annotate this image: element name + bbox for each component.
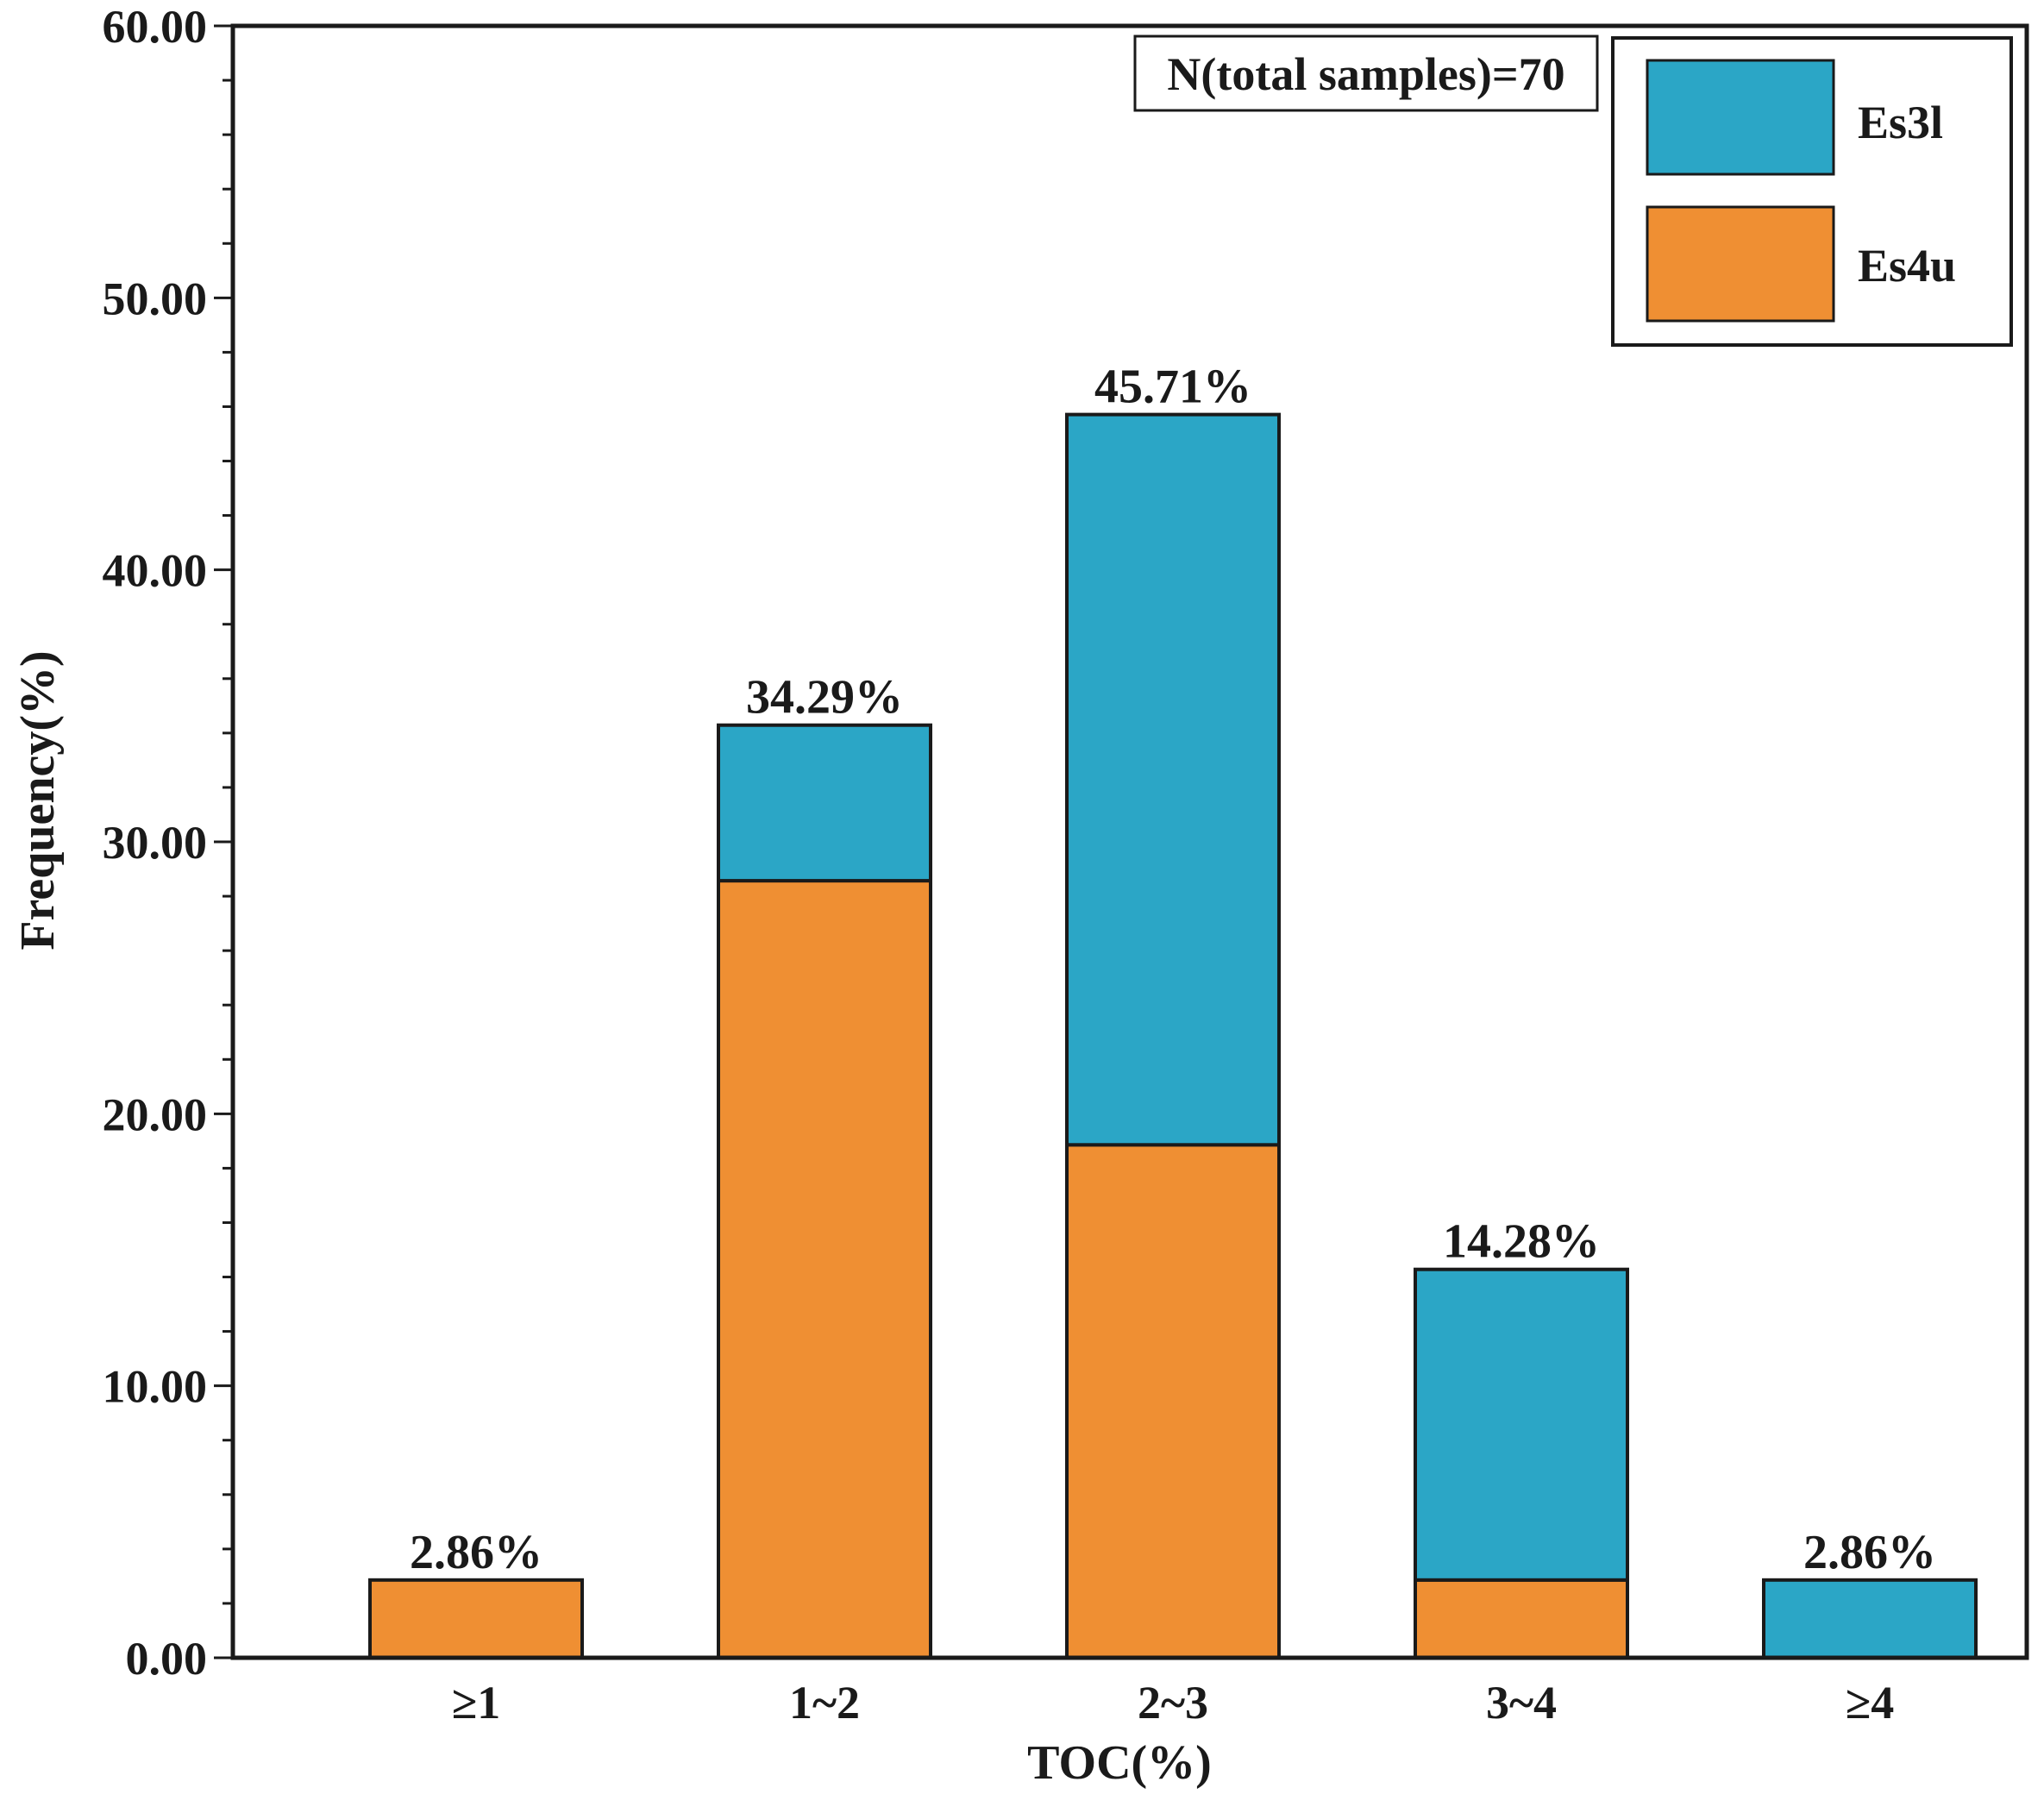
bar-segment-es3l [1414, 1267, 1629, 1582]
legend-swatch-es4u [1646, 205, 1835, 323]
x-tick-label: 2~3 [1138, 1677, 1208, 1729]
y-tick-label: 50.00 [103, 273, 208, 324]
y-axis: 0.00 10.00 20.00 30.00 40.00 50.00 60.00 [103, 1, 233, 1685]
y-tick-label: 20.00 [103, 1089, 208, 1140]
bar-total-label: 45.71% [1094, 361, 1251, 414]
bar-segment-es4u [368, 1578, 584, 1660]
bar-segment-es4u [1414, 1578, 1629, 1660]
y-tick-label: 60.00 [103, 1, 208, 53]
x-tick-label: 1~2 [789, 1677, 860, 1729]
y-axis-title: Frequency(%) [11, 650, 65, 950]
bar-total-label: 2.86% [1803, 1526, 1936, 1579]
bar-total-label: 14.28% [1443, 1215, 1600, 1269]
plot-frame [230, 23, 2029, 1660]
y-tick-label: 30.00 [103, 817, 208, 869]
bar-segment-es4u [1065, 1143, 1281, 1660]
annotation-box [1133, 35, 1599, 112]
legend-label-es4u: Es4u [1858, 240, 1956, 292]
x-axis-title: TOC(%) [1027, 1736, 1212, 1790]
bars-group [368, 412, 1978, 1660]
annotation-text: N(total samples)=70 [1167, 48, 1564, 100]
x-tick-label: ≥4 [1846, 1677, 1895, 1729]
bar-segment-es3l [1065, 412, 1281, 1147]
bar-total-label: 34.29% [746, 671, 903, 725]
legend-label-es3l: Es3l [1858, 97, 1943, 148]
y-tick-label: 0.00 [126, 1633, 208, 1685]
y-tick-label: 10.00 [103, 1361, 208, 1413]
legend: Es3l Es4u [1611, 36, 2013, 347]
bar-total-labels: 2.86% 34.29% 45.71% 14.28% 2.86% [410, 361, 1936, 1579]
bar-total-label: 2.86% [410, 1526, 542, 1579]
legend-swatch-es3l [1646, 59, 1835, 176]
bar-segment-es4u [717, 879, 932, 1660]
y-tick-label: 40.00 [103, 545, 208, 597]
x-tick-label: ≥1 [452, 1677, 501, 1729]
x-tick-label: 3~4 [1486, 1677, 1557, 1729]
x-axis-labels: ≥1 1~2 2~3 3~4 ≥4 [452, 1677, 1895, 1729]
sample-count-annotation: N(total samples)=70 [1133, 35, 1599, 112]
bar-segment-es3l [717, 723, 932, 883]
bar-segment-es3l [1762, 1578, 1978, 1660]
